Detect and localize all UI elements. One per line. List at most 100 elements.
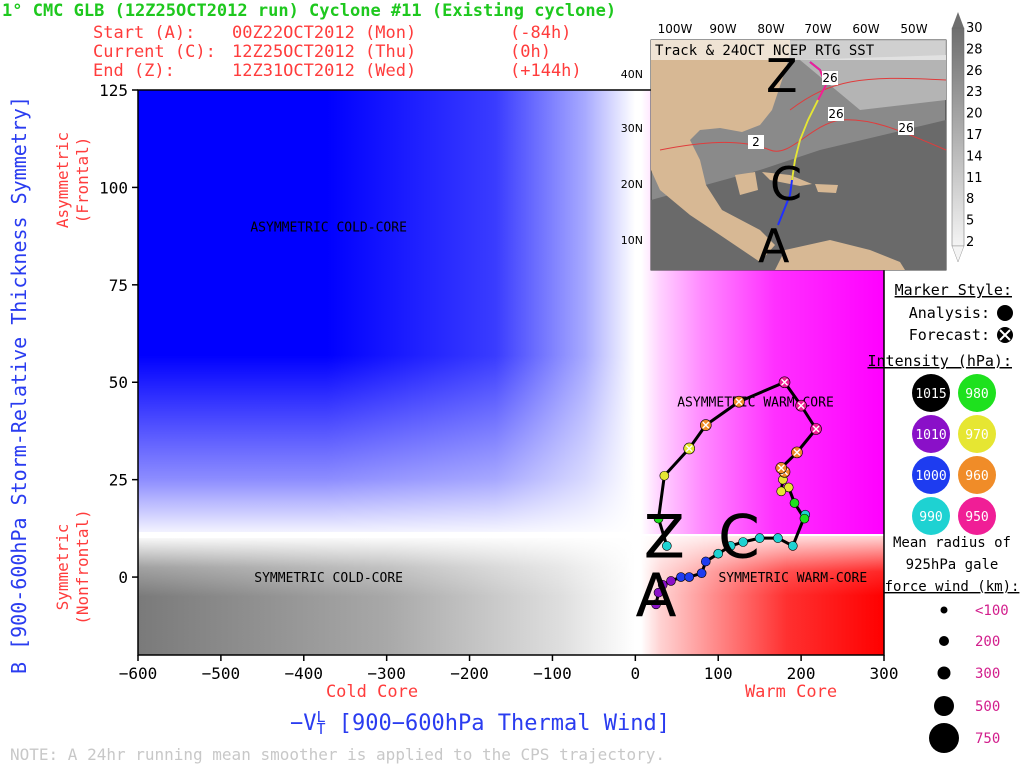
inset-lat-label: 30N: [621, 122, 643, 135]
legend-intensity-swatch: [958, 374, 996, 412]
current-label: Current (C):: [93, 42, 216, 62]
analysis-point: [713, 548, 724, 559]
sst-colorbar-label: 23: [966, 85, 983, 100]
analysis-point: [659, 470, 670, 481]
inset-yucatan: [735, 172, 758, 195]
legend-forecast-cross-icon: [999, 329, 1011, 341]
analysis-point: [776, 486, 787, 497]
sst-colorbar-label: 28: [966, 42, 983, 57]
x-tick-label: 0: [631, 664, 641, 683]
sst-colorbar-label: 11: [966, 171, 983, 186]
x-tick-label: −400: [285, 664, 324, 683]
inset-lon-label: 60W: [852, 22, 879, 36]
region-label: ASYMMETRIC WARM-CORE: [677, 396, 834, 411]
inset-south-america: [775, 240, 905, 270]
inset-contour-label: 26: [828, 107, 843, 121]
analysis-point: [783, 482, 794, 493]
y-side-label-asymmetric: Asymmetric (Frontal): [53, 132, 92, 228]
legend-radius-label: 750: [975, 731, 1000, 747]
trajectory-letter-a: A: [636, 561, 677, 631]
legend-intensity-label: 1010: [915, 428, 946, 443]
legend-radius-marker: [937, 666, 951, 680]
legend-radius-marker: [934, 696, 954, 716]
sst-colorbar-label: 2: [966, 235, 974, 250]
analysis-point: [725, 541, 736, 551]
legend-radius-marker: [939, 636, 949, 646]
y-side-symmetric-line2: (Nonfrontal): [73, 509, 92, 625]
inset-contour-label-bg: [828, 107, 844, 121]
inset-contour-label: 2: [752, 135, 760, 149]
region-label: SYMMETRIC WARM-CORE: [718, 571, 867, 586]
inset-track-letter-z: Z: [766, 49, 798, 103]
forecast-cross-icon: [797, 402, 805, 410]
x-axis-sup: L: [317, 708, 326, 726]
forecast-cross-icon: [793, 448, 801, 456]
legend-radius-marker: [929, 723, 959, 753]
forecast-cross-icon: [777, 464, 785, 472]
x-tick-label: −200: [450, 664, 489, 683]
legend-intensities: 1015 980 1010 970 1000 960 990 950: [912, 374, 996, 535]
inset-lon-label: 80W: [757, 22, 784, 36]
inset-north-america: [651, 40, 790, 262]
legend-radius-label: 300: [975, 666, 1000, 682]
analysis-point: [653, 587, 664, 598]
start-label: Start (A):: [93, 23, 195, 43]
forecast-cross-icon: [685, 444, 693, 452]
region-label: ASYMMETRIC COLD-CORE: [250, 220, 407, 235]
legend-analysis-marker: [997, 305, 1013, 321]
inset-track-letter-a: A: [758, 219, 790, 273]
legend-intensity-label: 960: [965, 469, 988, 484]
inset-lat-label: 40N: [621, 68, 643, 81]
analysis-point: [738, 537, 748, 547]
legend-intensity-label: 980: [965, 387, 988, 402]
analysis-point: [799, 513, 810, 524]
end-offset: (+144h): [510, 61, 582, 81]
y-tick-label: 75: [109, 276, 128, 295]
inset-title-box: [651, 40, 946, 60]
x-tick-label: −500: [202, 664, 241, 683]
legend-radius-label: 200: [975, 634, 1000, 650]
y-tick-label: 100: [99, 178, 128, 197]
legend-intensity-swatch: [912, 497, 950, 535]
x-axis-title: −VTL [900−600hPa Thermal Wind]: [290, 708, 670, 738]
inset-contour-label-bg: [822, 71, 838, 85]
legend: Marker Style: Analysis: Forecast: Intens…: [868, 281, 1019, 753]
inset-contour-label-bg: [898, 121, 914, 135]
chart-title: 1° CMC GLB (12Z25OCT2012 run) Cyclone #1…: [2, 1, 616, 21]
current-time: 12Z25OCT2012 (Thu): [232, 42, 416, 62]
x-tick-label: −300: [367, 664, 406, 683]
legend-intensity-swatch: [958, 497, 996, 535]
inset-labels: 100W 90W 80W 70W 60W 50W 40N 30N 20N 10N 26 26 26 2: [621, 22, 928, 247]
y-tick-label: 125: [99, 81, 128, 100]
x-axis-title-rest: [900−600hPa Thermal Wind]: [326, 711, 670, 736]
inset-contour-label-bg: [748, 135, 764, 149]
analysis-point: [676, 572, 686, 582]
legend-marker-title: Marker Style:: [895, 281, 1012, 299]
legend-radius-label: 500: [975, 699, 1000, 715]
x-tick-label: 300: [870, 664, 899, 683]
sst-colorbar: 30 28 26 23 20 17 14 11 8 5 2: [951, 12, 983, 263]
y-side-symmetric-line1: Symmetric: [53, 524, 72, 611]
analysis-point: [773, 533, 783, 543]
y-tick-label: 0: [118, 568, 128, 587]
analysis-point: [754, 533, 765, 543]
inset-lon-label: 50W: [900, 22, 927, 36]
y-side-asymmetric-line2: (Frontal): [73, 137, 92, 224]
legend-intensity-swatch: [912, 415, 950, 453]
forecast-cross-icon: [702, 421, 710, 429]
inset-track-letter-c: C: [770, 157, 802, 211]
legend-intensity-label: 1000: [915, 469, 946, 484]
region-label: SYMMETRIC COLD-CORE: [254, 571, 403, 586]
inset-contour-label: 26: [898, 121, 913, 135]
inset-map: Track & 24OCT NCEP RTG SST Z C A 100W 90W…: [621, 12, 983, 273]
inset-lon-label: 70W: [804, 22, 831, 36]
analysis-point: [684, 572, 695, 582]
analysis-point: [700, 556, 711, 567]
analysis-point: [653, 513, 664, 524]
analysis-point: [662, 541, 672, 551]
legend-forecast-label: Forecast:: [909, 326, 990, 344]
forecast-cross-icon: [735, 398, 743, 406]
legend-intensity-swatch: [912, 374, 950, 412]
